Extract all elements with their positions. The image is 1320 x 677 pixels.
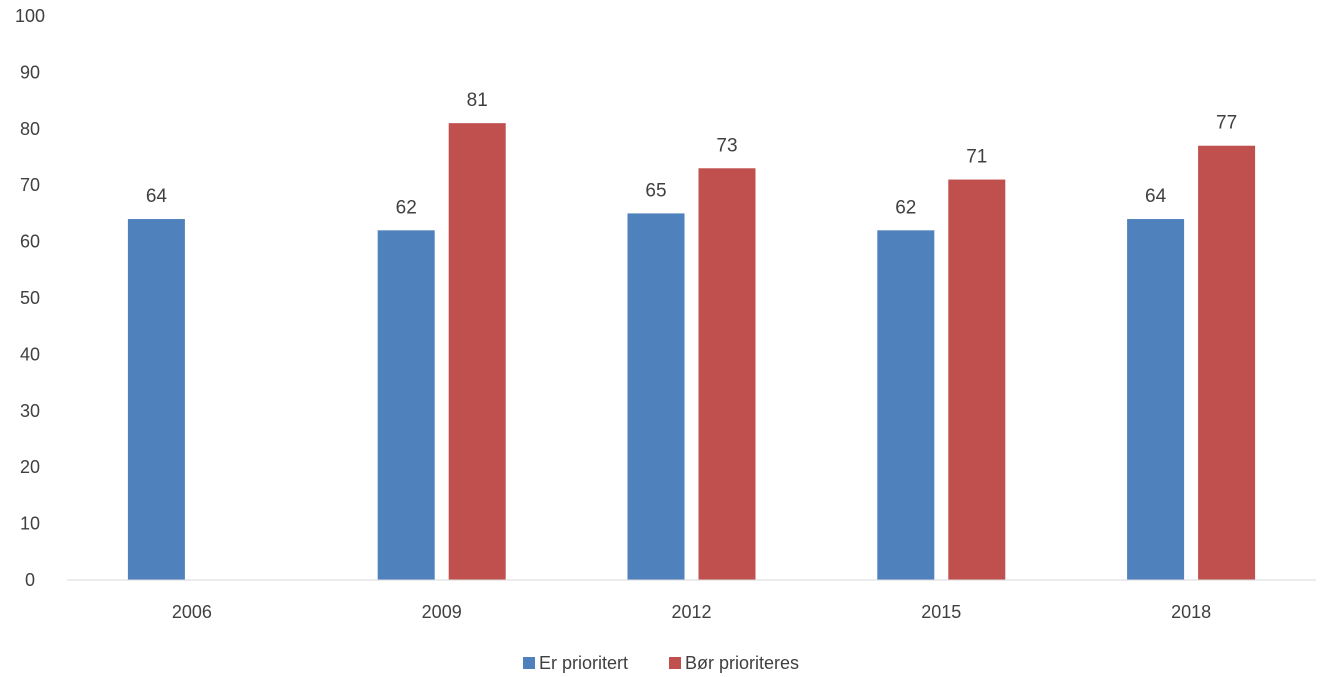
y-axis: 0 10 20 30 40 50 60 70 80 90 100 <box>15 6 45 590</box>
data-label: 77 <box>1216 113 1237 134</box>
data-label: 71 <box>966 147 987 168</box>
x-axis: 2006 2009 2012 2015 2018 <box>172 602 1211 622</box>
legend-item-er-prioritert: Er prioritert <box>523 653 628 673</box>
y-tick-label: 0 <box>25 570 35 590</box>
data-label: 64 <box>146 186 168 207</box>
y-tick-label: 30 <box>20 401 40 421</box>
bars <box>127 123 1256 581</box>
x-tick-label: 2015 <box>921 602 961 622</box>
x-tick-label: 2018 <box>1171 602 1211 622</box>
y-tick-label: 70 <box>20 175 40 195</box>
data-label: 65 <box>645 180 666 201</box>
x-tick-label: 2006 <box>172 602 212 622</box>
y-tick-label: 20 <box>20 457 40 477</box>
bar-er-prioritert-2006 <box>127 219 185 581</box>
data-label: 62 <box>396 197 417 218</box>
data-label: 62 <box>895 197 916 218</box>
y-tick-label: 80 <box>20 119 40 139</box>
y-tick-label: 60 <box>20 232 40 252</box>
data-label: 81 <box>467 90 488 111</box>
y-tick-label: 40 <box>20 344 40 364</box>
x-tick-label: 2012 <box>671 602 711 622</box>
legend-swatch <box>669 657 681 669</box>
bar-er-prioritert-2009 <box>377 230 435 580</box>
legend-label: Bør prioriteres <box>685 653 799 673</box>
bar-er-prioritert-2015 <box>877 230 935 580</box>
data-label: 73 <box>716 135 737 156</box>
y-tick-label: 50 <box>20 288 40 308</box>
bar-bor-prioriteres-2012 <box>698 168 756 580</box>
legend-swatch <box>523 657 535 669</box>
y-tick-label: 100 <box>15 6 45 26</box>
bar-bor-prioriteres-2009 <box>448 123 506 580</box>
data-label: 64 <box>1145 186 1167 207</box>
y-tick-label: 10 <box>20 514 40 534</box>
bar-bor-prioriteres-2018 <box>1198 145 1256 580</box>
data-labels: 64 62 81 65 73 62 71 64 77 <box>146 90 1237 218</box>
bar-er-prioritert-2018 <box>1127 219 1185 581</box>
legend-label: Er prioritert <box>539 653 628 673</box>
bar-bor-prioriteres-2015 <box>948 179 1006 580</box>
bar-er-prioritert-2012 <box>627 213 685 580</box>
x-tick-label: 2009 <box>422 602 462 622</box>
legend-item-bor-prioriteres: Bør prioriteres <box>669 653 799 673</box>
legend: Er prioritert Bør prioriteres <box>523 653 799 673</box>
y-tick-label: 90 <box>20 62 40 82</box>
